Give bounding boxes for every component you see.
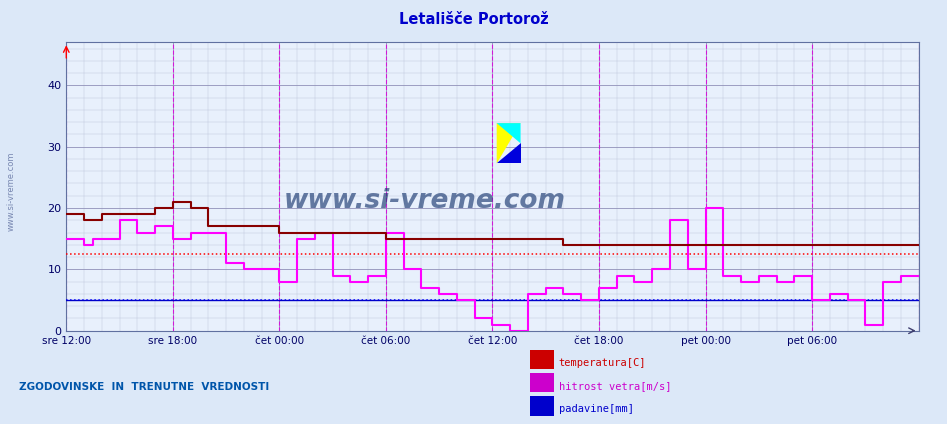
- Text: temperatura[C]: temperatura[C]: [559, 357, 646, 368]
- Text: www.si-vreme.com: www.si-vreme.com: [7, 151, 16, 231]
- Text: padavine[mm]: padavine[mm]: [559, 404, 634, 414]
- Text: Letališče Portorož: Letališče Portorož: [399, 11, 548, 27]
- Polygon shape: [496, 123, 521, 143]
- Text: ZGODOVINSKE  IN  TRENUTNE  VREDNOSTI: ZGODOVINSKE IN TRENUTNE VREDNOSTI: [19, 382, 269, 392]
- Polygon shape: [496, 123, 521, 164]
- Polygon shape: [496, 143, 521, 164]
- Text: www.si-vreme.com: www.si-vreme.com: [283, 188, 565, 214]
- Text: hitrost vetra[m/s]: hitrost vetra[m/s]: [559, 381, 671, 391]
